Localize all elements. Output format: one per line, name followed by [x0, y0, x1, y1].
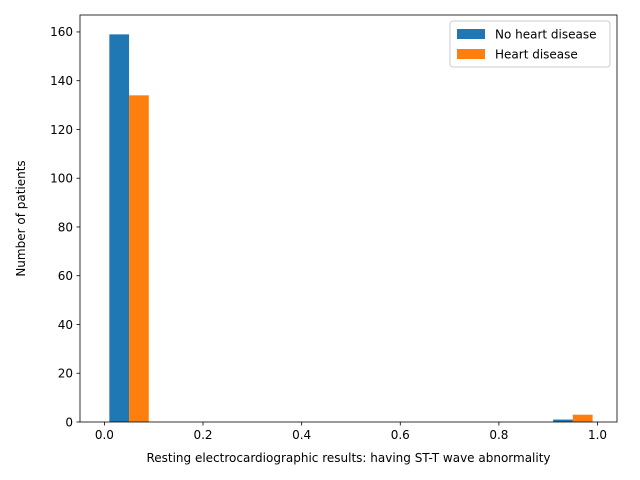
legend-label: No heart disease — [495, 28, 597, 42]
y-tick-label: 100 — [50, 172, 73, 186]
bar-series1-bin0 — [129, 95, 149, 423]
y-tick-label: 40 — [58, 318, 73, 332]
y-axis-ticks: 0 20 40 60 80 100 120 140 160 — [50, 25, 80, 429]
bar-series0-bin1 — [553, 419, 573, 422]
x-tick-label: 0.0 — [95, 428, 114, 442]
y-tick-label: 20 — [58, 367, 73, 381]
y-tick-label: 120 — [50, 123, 73, 137]
legend: No heart disease Heart disease — [449, 20, 611, 68]
y-tick-label: 140 — [50, 74, 73, 88]
y-tick-label: 60 — [58, 269, 73, 283]
legend-swatch — [457, 49, 485, 59]
bar-series1-bin1 — [572, 414, 593, 422]
legend-box — [449, 20, 611, 68]
x-axis-ticks: 0.0 0.2 0.4 0.6 0.8 1.0 — [95, 422, 607, 442]
x-axis-label: Resting electrocardiographic results: ha… — [146, 451, 550, 465]
x-tick-label: 0.6 — [391, 428, 410, 442]
y-tick-label: 0 — [65, 415, 73, 429]
plot-frame — [79, 14, 618, 423]
x-tick-label: 1.0 — [588, 428, 607, 442]
x-tick-label: 0.4 — [292, 428, 311, 442]
x-tick-label: 0.2 — [193, 428, 212, 442]
y-tick-label: 80 — [58, 220, 73, 234]
legend-label: Heart disease — [495, 48, 578, 62]
y-axis-label: Number of patients — [14, 160, 28, 276]
bars-layer — [109, 34, 593, 423]
x-tick-label: 0.8 — [489, 428, 508, 442]
legend-swatch — [457, 29, 485, 39]
bar-series0-bin0 — [109, 34, 130, 422]
y-tick-label: 160 — [50, 25, 73, 39]
